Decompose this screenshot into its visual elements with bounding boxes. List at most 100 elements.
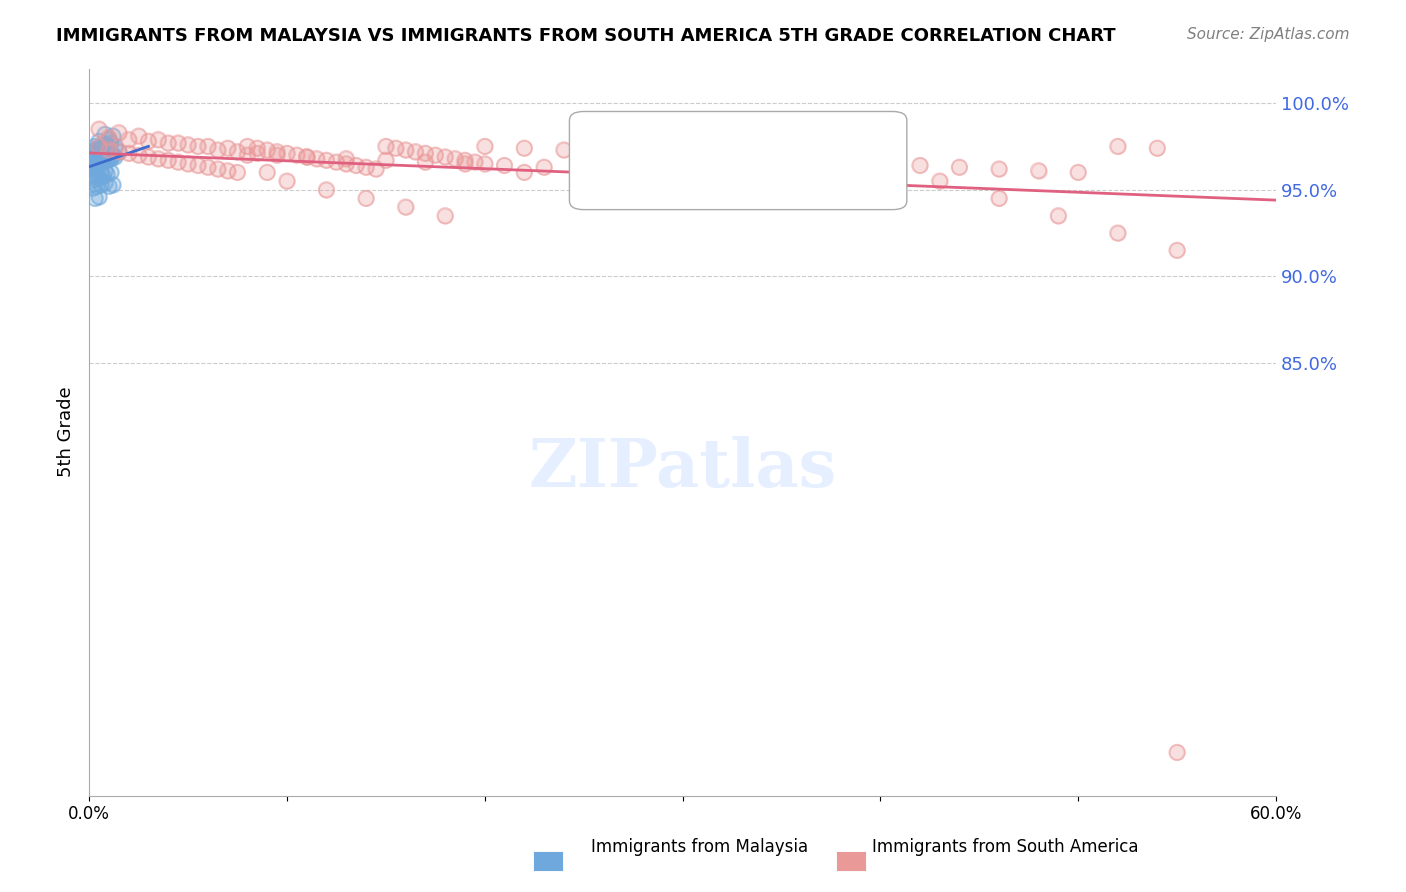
Point [364, 161, 387, 176]
Point [90, 178, 112, 192]
Point [82, 160, 104, 174]
Point [87, 139, 110, 153]
Point [631, 165, 654, 179]
Point [266, 145, 288, 159]
Point [1047, 209, 1070, 223]
Point [295, 150, 318, 164]
Point [592, 145, 614, 159]
Point [731, 174, 754, 188]
Text: Source: ZipAtlas.com: Source: ZipAtlas.com [1187, 27, 1350, 42]
Point [335, 152, 357, 166]
Point [82, 152, 104, 166]
Point [117, 132, 139, 146]
Point [948, 160, 970, 174]
Point [671, 148, 693, 162]
Point [97, 179, 120, 194]
Point [928, 174, 950, 188]
Point [82, 169, 104, 183]
Point [690, 157, 713, 171]
Point [305, 152, 328, 166]
Point [84, 155, 107, 169]
Point [84, 148, 107, 162]
Point [988, 161, 1011, 176]
Point [82, 161, 104, 176]
Point [148, 152, 170, 166]
Point [444, 152, 467, 166]
Point [87, 189, 110, 203]
Point [217, 163, 239, 178]
Point [97, 130, 120, 145]
Point [91, 146, 114, 161]
Point [91, 155, 114, 169]
Point [87, 122, 110, 136]
Point [167, 155, 190, 169]
Point [384, 141, 406, 155]
Point [315, 153, 337, 168]
Point [207, 143, 229, 157]
Point [869, 157, 891, 171]
Point [101, 129, 124, 144]
Point [374, 153, 396, 168]
Point [138, 134, 160, 148]
Point [572, 174, 595, 188]
Point [1166, 244, 1188, 258]
Point [84, 155, 107, 169]
Point [246, 146, 269, 161]
Point [128, 148, 150, 162]
Point [117, 146, 139, 161]
Point [751, 148, 773, 162]
Point [82, 152, 104, 166]
Point [167, 136, 190, 150]
Point [246, 141, 269, 155]
Point [217, 141, 239, 155]
Point [94, 163, 117, 178]
Point [631, 165, 654, 179]
Point [197, 160, 219, 174]
Point [790, 183, 813, 197]
Text: -0.199: -0.199 [640, 169, 699, 187]
Point [276, 146, 298, 161]
Point [869, 191, 891, 205]
Point [86, 148, 108, 162]
Point [830, 155, 852, 169]
Point [315, 183, 337, 197]
Point [553, 143, 575, 157]
Point [86, 167, 108, 181]
Point [404, 145, 426, 159]
Point [197, 139, 219, 153]
Point [711, 150, 734, 164]
Point [513, 141, 536, 155]
Point [464, 155, 486, 169]
Point [177, 157, 200, 171]
Point [100, 165, 122, 179]
Point [553, 143, 575, 157]
Point [207, 143, 229, 157]
Point [96, 137, 118, 152]
Text: N =: N = [710, 169, 747, 187]
Point [94, 148, 117, 162]
Point [572, 161, 595, 176]
Point [1067, 165, 1090, 179]
Point [96, 167, 118, 181]
Point [107, 145, 129, 159]
Point [374, 139, 396, 153]
Point [91, 155, 114, 169]
Point [86, 157, 108, 171]
Point [96, 152, 118, 166]
Point [94, 163, 117, 178]
Point [1146, 141, 1168, 155]
Text: 0.170: 0.170 [640, 134, 692, 152]
Point [157, 153, 180, 168]
Point [246, 141, 269, 155]
Point [354, 191, 377, 205]
Point [415, 146, 437, 161]
Point [810, 165, 832, 179]
Point [513, 141, 536, 155]
Point [100, 136, 122, 150]
Point [84, 139, 107, 153]
Point [104, 139, 127, 153]
Point [80, 159, 103, 173]
Point [82, 159, 104, 173]
Point [374, 153, 396, 168]
Point [87, 150, 110, 164]
